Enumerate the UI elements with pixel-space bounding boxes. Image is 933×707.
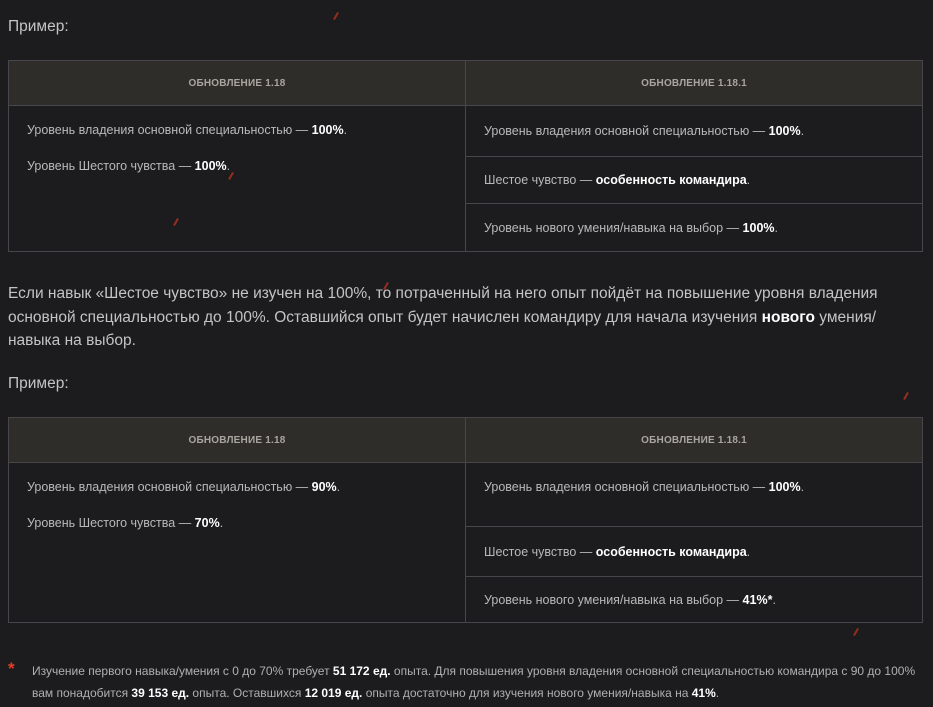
explanation-paragraph: Если навык «Шестое чувство» не изучен на… (8, 285, 878, 349)
right-cell: Уровень владения основной специальностью… (465, 462, 923, 527)
right-cell: Уровень нового умения/навыка на выбор — … (465, 203, 923, 252)
left-cell: Уровень владения основной специальностью… (8, 105, 466, 252)
comparison-table-2: ОБНОВЛЕНИЕ 1.18 ОБНОВЛЕНИЕ 1.18.1 Уровен… (8, 417, 923, 623)
right-cell: Уровень нового умения/навыка на выбор — … (465, 576, 923, 623)
footnote: * Изучение первого навыка/умения с 0 до … (8, 659, 923, 704)
right-cell: Шестое чувство — особенность командира. (465, 156, 923, 204)
footnote-text: Изучение первого навыка/умения с 0 до 70… (32, 664, 916, 700)
cell-line: Уровень Шестого чувства — 100%. (27, 159, 231, 173)
column-header: ОБНОВЛЕНИЕ 1.18.1 (465, 417, 923, 463)
cell-line: Уровень владения основной специальностью… (27, 480, 341, 494)
column-header: ОБНОВЛЕНИЕ 1.18.1 (465, 60, 923, 106)
decorative-spark (853, 628, 859, 636)
left-cell: Уровень владения основной специальностью… (8, 462, 466, 623)
decorative-spark (333, 12, 339, 20)
decorative-spark (903, 392, 909, 400)
example-label: Пример: (8, 18, 69, 35)
cell-line: Уровень Шестого чувства — 70%. (27, 516, 224, 530)
right-cell: Уровень владения основной специальностью… (465, 105, 923, 157)
column-header: ОБНОВЛЕНИЕ 1.18 (8, 60, 466, 106)
example-label: Пример: (8, 375, 69, 392)
column-header: ОБНОВЛЕНИЕ 1.18 (8, 417, 466, 463)
comparison-table-1: ОБНОВЛЕНИЕ 1.18 ОБНОВЛЕНИЕ 1.18.1 Уровен… (8, 60, 923, 252)
cell-line: Уровень владения основной специальностью… (27, 123, 348, 137)
asterisk-icon: * (8, 659, 15, 678)
right-cell: Шестое чувство — особенность командира. (465, 526, 923, 577)
